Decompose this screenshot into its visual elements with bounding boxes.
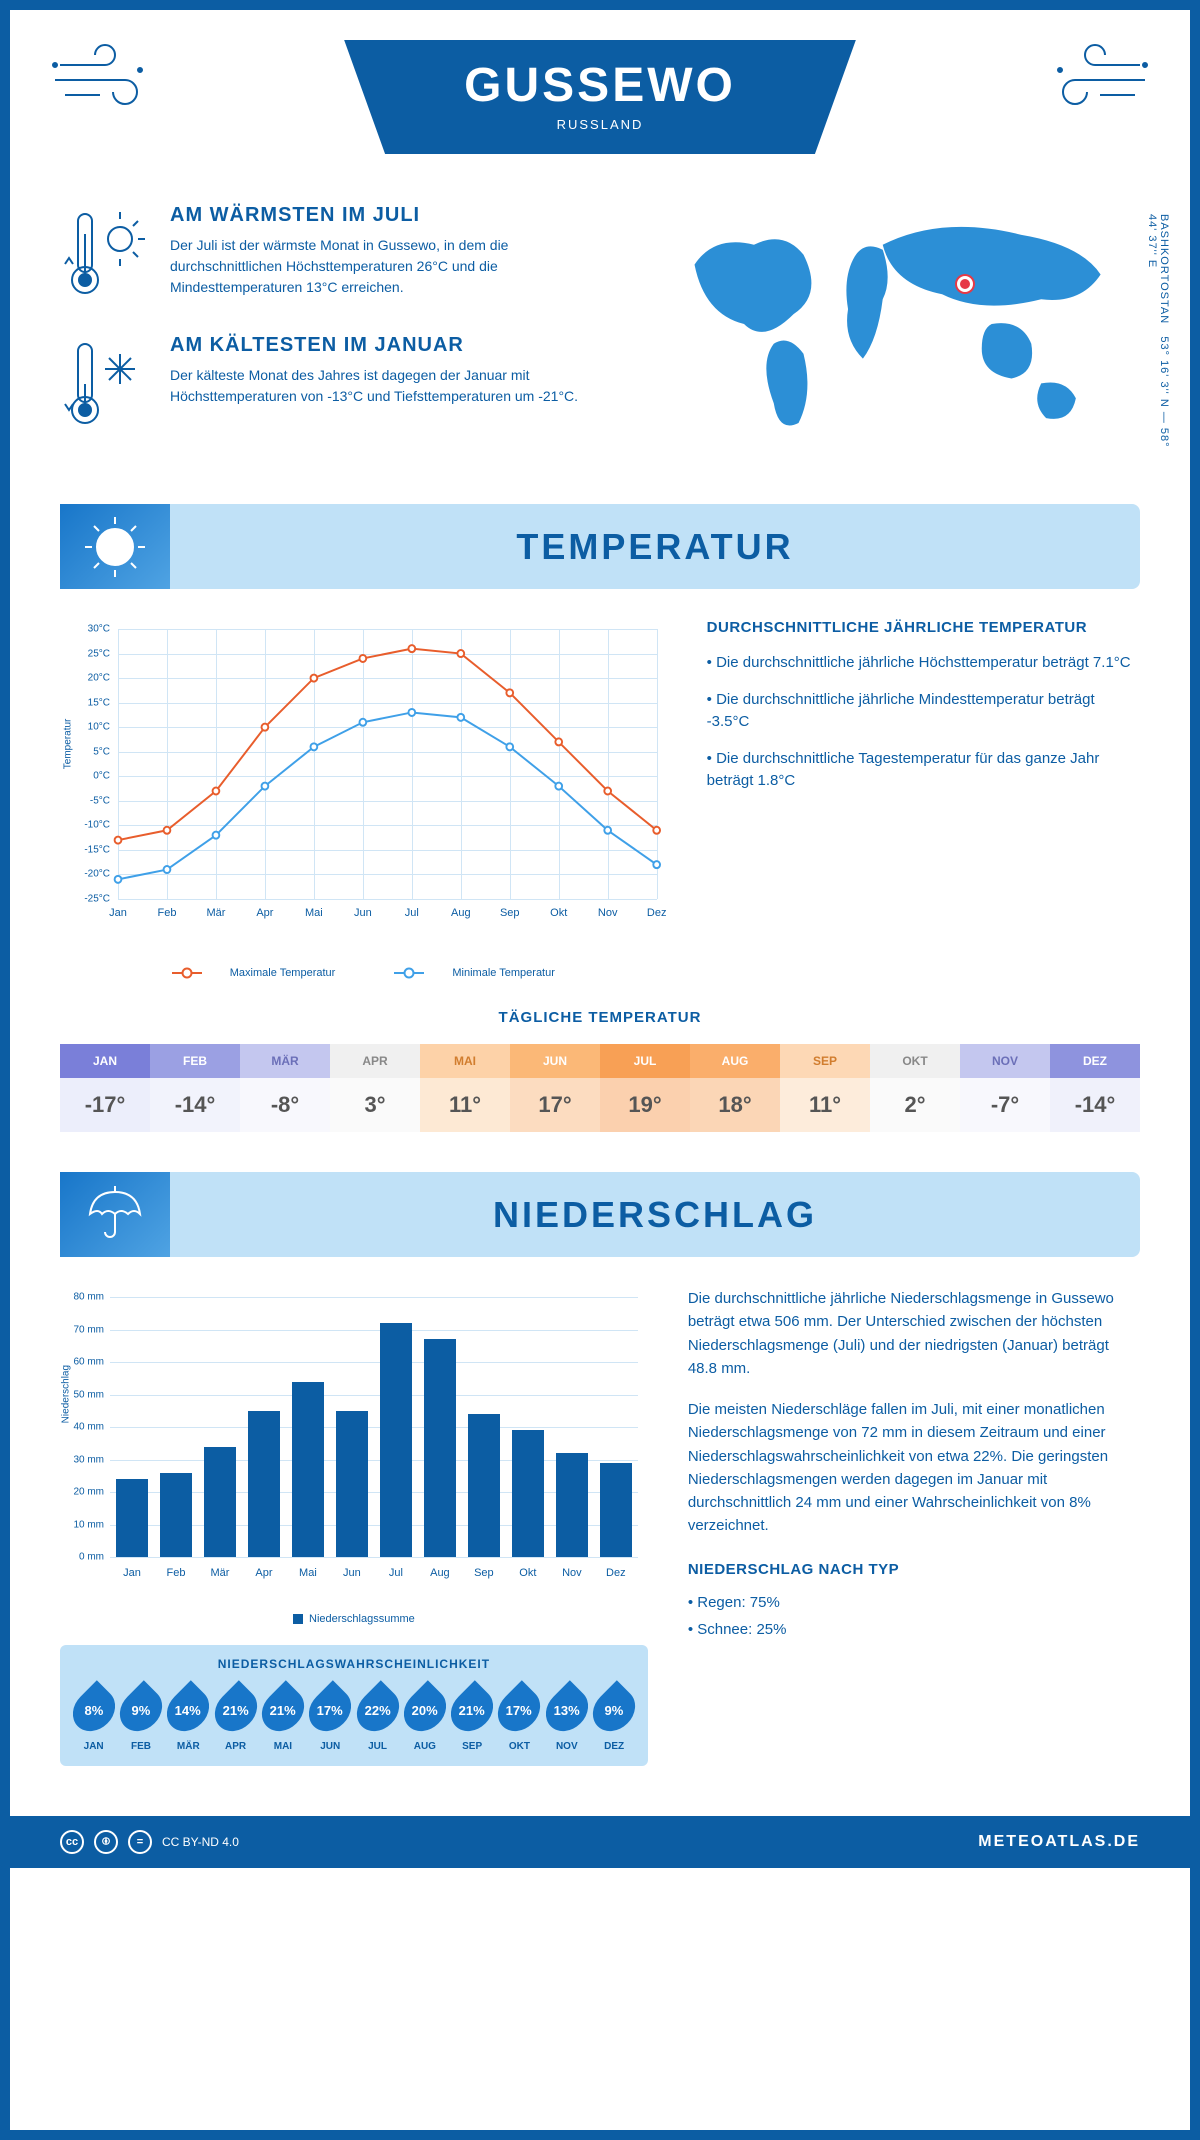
thermometer-snow-icon — [60, 334, 150, 434]
coldest-block: AM KÄLTESTEN IM JANUAR Der kälteste Mona… — [60, 334, 605, 434]
precip-text-2: Die meisten Niederschläge fallen im Juli… — [688, 1398, 1140, 1538]
temp-cell: JUN17° — [510, 1044, 600, 1132]
city-title: GUSSEWO — [464, 58, 736, 113]
world-map — [645, 204, 1140, 444]
temp-cell: JUL19° — [600, 1044, 690, 1132]
footer: cc 🅯 = CC BY-ND 4.0 METEOATLAS.DE — [10, 1816, 1190, 1868]
precip-probability-box: NIEDERSCHLAGSWAHRSCHEINLICHKEIT 8%JAN9%F… — [60, 1645, 648, 1766]
temperature-info: DURCHSCHNITTLICHE JÄHRLICHE TEMPERATUR •… — [707, 619, 1140, 979]
temp-cell: JAN-17° — [60, 1044, 150, 1132]
warmest-text: Der Juli ist der wärmste Monat in Gussew… — [170, 235, 605, 298]
precip-bar — [380, 1323, 412, 1557]
by-icon: 🅯 — [94, 1830, 118, 1854]
site-name: METEOATLAS.DE — [978, 1833, 1140, 1851]
prob-drop: 9%DEZ — [593, 1681, 635, 1752]
precip-type-item: • Schnee: 25% — [688, 1618, 1140, 1641]
country-subtitle: RUSSLAND — [464, 117, 736, 132]
temperature-title: TEMPERATUR — [170, 526, 1140, 568]
title-banner: GUSSEWO RUSSLAND — [344, 40, 856, 154]
daily-temp-table: JAN-17°FEB-14°MÄR-8°APR3°MAI11°JUN17°JUL… — [60, 1044, 1140, 1132]
sun-icon — [60, 504, 170, 589]
temp-cell: MAI11° — [420, 1044, 510, 1132]
thermometer-sun-icon — [60, 204, 150, 304]
prob-drop: 13%NOV — [546, 1681, 588, 1752]
precip-section-header: NIEDERSCHLAG — [60, 1172, 1140, 1257]
temp-cell: FEB-14° — [150, 1044, 240, 1132]
precip-type-title: NIEDERSCHLAG NACH TYP — [688, 1558, 1140, 1581]
nd-icon: = — [128, 1830, 152, 1854]
warmest-title: AM WÄRMSTEN IM JULI — [170, 204, 605, 227]
daily-temp-section: TÄGLICHE TEMPERATUR JAN-17°FEB-14°MÄR-8°… — [10, 1009, 1190, 1162]
wind-icon-right — [1030, 40, 1150, 120]
intro-section: AM WÄRMSTEN IM JULI Der Juli ist der wär… — [10, 164, 1190, 494]
prob-drop: 22%JUL — [357, 1681, 399, 1752]
temp-cell: AUG18° — [690, 1044, 780, 1132]
cc-icon: cc — [60, 1830, 84, 1854]
temp-cell: DEZ-14° — [1050, 1044, 1140, 1132]
precip-info: Die durchschnittliche jährliche Niedersc… — [688, 1287, 1140, 1766]
precip-bar — [468, 1414, 500, 1557]
temp-info-bullet: • Die durchschnittliche jährliche Höchst… — [707, 652, 1140, 675]
prob-drop: 20%AUG — [404, 1681, 446, 1752]
prob-drop: 14%MÄR — [167, 1681, 209, 1752]
temp-info-bullet: • Die durchschnittliche jährliche Mindes… — [707, 689, 1140, 734]
infographic-frame: GUSSEWO RUSSLAND AM WÄRMSTEN IM JULI Der… — [0, 0, 1200, 2140]
precip-bar — [556, 1453, 588, 1557]
umbrella-icon — [60, 1172, 170, 1257]
prob-drop: 17%OKT — [498, 1681, 540, 1752]
temperature-section-header: TEMPERATUR — [60, 504, 1140, 589]
temp-info-title: DURCHSCHNITTLICHE JÄHRLICHE TEMPERATUR — [707, 619, 1140, 636]
temp-cell: APR3° — [330, 1044, 420, 1132]
precip-title: NIEDERSCHLAG — [170, 1194, 1140, 1236]
precip-bar — [116, 1479, 148, 1557]
prob-title: NIEDERSCHLAGSWAHRSCHEINLICHKEIT — [70, 1657, 638, 1671]
precip-bar — [160, 1473, 192, 1558]
license-text: CC BY-ND 4.0 — [162, 1835, 239, 1849]
precip-content: Niederschlag 0 mm10 mm20 mm30 mm40 mm50 … — [10, 1287, 1190, 1796]
prob-drop: 21%SEP — [451, 1681, 493, 1752]
precip-type-item: • Regen: 75% — [688, 1591, 1140, 1614]
wind-icon-left — [50, 40, 170, 120]
precip-bar — [336, 1411, 368, 1557]
precip-bar — [512, 1430, 544, 1557]
temperature-line-chart: Temperatur -25°C-20°C-15°C-10°C-5°C0°C5°… — [60, 619, 667, 979]
precip-chart-legend: Niederschlagssumme — [60, 1613, 648, 1625]
prob-drop: 8%JAN — [73, 1681, 115, 1752]
coldest-text: Der kälteste Monat des Jahres ist dagege… — [170, 365, 605, 407]
temp-chart-legend: Maximale Temperatur Minimale Temperatur — [60, 967, 667, 979]
location-marker-icon — [957, 276, 973, 292]
precip-text-1: Die durchschnittliche jährliche Niedersc… — [688, 1287, 1140, 1380]
intro-facts: AM WÄRMSTEN IM JULI Der Juli ist der wär… — [60, 204, 605, 464]
precip-bar — [292, 1382, 324, 1558]
header: GUSSEWO RUSSLAND — [10, 10, 1190, 164]
prob-drop: 21%APR — [215, 1681, 257, 1752]
temp-cell: SEP11° — [780, 1044, 870, 1132]
coordinates-text: BASHKORTOSTAN 53° 16' 3'' N — 58° 44' 37… — [1146, 214, 1170, 464]
prob-drop: 9%FEB — [120, 1681, 162, 1752]
precip-bar — [424, 1339, 456, 1557]
warmest-block: AM WÄRMSTEN IM JULI Der Juli ist der wär… — [60, 204, 605, 304]
precip-bar — [600, 1463, 632, 1557]
temp-cell: OKT2° — [870, 1044, 960, 1132]
temp-cell: MÄR-8° — [240, 1044, 330, 1132]
map-block: BASHKORTOSTAN 53° 16' 3'' N — 58° 44' 37… — [645, 204, 1140, 464]
precip-bar — [204, 1447, 236, 1558]
temp-info-bullet: • Die durchschnittliche Tagestemperatur … — [707, 748, 1140, 793]
temp-cell: NOV-7° — [960, 1044, 1050, 1132]
coldest-title: AM KÄLTESTEN IM JANUAR — [170, 334, 605, 357]
prob-drop: 17%JUN — [309, 1681, 351, 1752]
precip-bar — [248, 1411, 280, 1557]
precip-bar-chart: Niederschlag 0 mm10 mm20 mm30 mm40 mm50 … — [60, 1287, 648, 1607]
license-block: cc 🅯 = CC BY-ND 4.0 — [60, 1830, 239, 1854]
daily-temp-title: TÄGLICHE TEMPERATUR — [60, 1009, 1140, 1026]
temperature-content: Temperatur -25°C-20°C-15°C-10°C-5°C0°C5°… — [10, 619, 1190, 1009]
prob-drop: 21%MAI — [262, 1681, 304, 1752]
